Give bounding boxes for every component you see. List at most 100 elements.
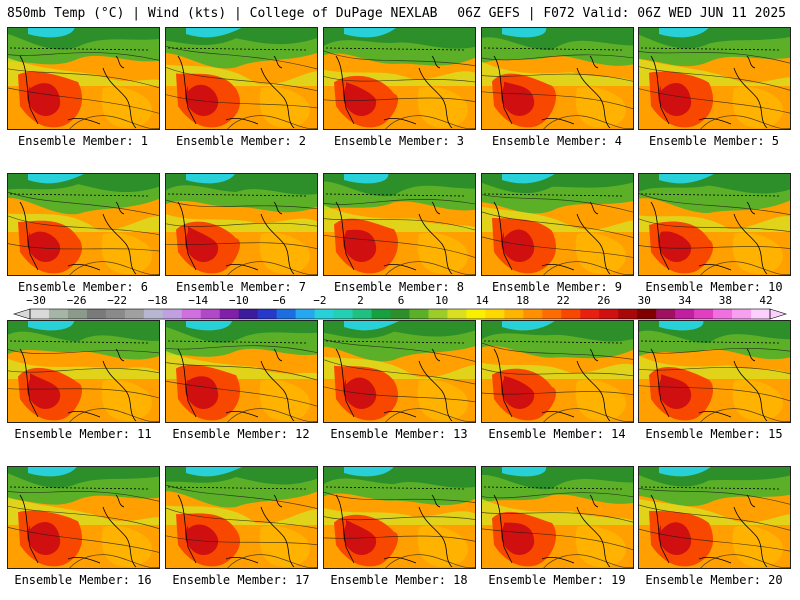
ensemble-member-label: Ensemble Member: 1 — [17, 134, 149, 148]
colorbar-segment — [523, 309, 543, 319]
ensemble-member-map — [165, 320, 318, 423]
ensemble-member-map — [481, 173, 634, 276]
ensemble-member-map — [165, 466, 318, 569]
ensemble-member-label: Ensemble Member: 16 — [14, 573, 152, 587]
ensemble-member-label: Ensemble Member: 9 — [491, 280, 623, 294]
colorbar-segment — [751, 309, 771, 319]
colorbar-segment — [314, 309, 335, 319]
ensemble-member-map — [323, 466, 476, 569]
colorbar-segment — [542, 309, 562, 319]
colorbar-tick-label: 14 — [475, 294, 489, 307]
colorbar-tick-label: −6 — [272, 294, 286, 307]
colorbar-tick-label: 2 — [357, 294, 364, 307]
ensemble-member-label: Ensemble Member: 20 — [645, 573, 783, 587]
colorbar-segment — [200, 309, 221, 319]
ensemble-member-label: Ensemble Member: 19 — [488, 573, 626, 587]
colorbar-segment — [143, 309, 164, 319]
colorbar-tick-label: 18 — [516, 294, 530, 307]
ensemble-member-label: Ensemble Member: 3 — [333, 134, 465, 148]
colorbar-outline — [29, 308, 771, 320]
colorbar-segment — [428, 309, 448, 319]
colorbar-segment — [48, 309, 69, 319]
colorbar-segment — [409, 309, 429, 319]
colorbar-tick-label: −22 — [107, 294, 128, 307]
ensemble-member-map — [323, 320, 476, 423]
ensemble-member-label: Ensemble Member: 18 — [330, 573, 468, 587]
colorbar-segment — [333, 309, 354, 319]
colorbar-segment — [105, 309, 126, 319]
colorbar-segment — [580, 309, 600, 319]
colorbar-segment — [219, 309, 240, 319]
ensemble-member-map — [638, 320, 791, 423]
ensemble-member-label: Ensemble Member: 7 — [175, 280, 307, 294]
ensemble-member-map — [638, 173, 791, 276]
colorbar-tick-label: 38 — [718, 294, 733, 307]
colorbar-segment — [675, 309, 695, 319]
ensemble-member-label: Ensemble Member: 11 — [14, 427, 152, 441]
colorbar-segment — [485, 309, 505, 319]
colorbar-segment — [352, 309, 373, 319]
colorbar-segment — [30, 309, 50, 319]
colorbar-tick-label: −2 — [313, 294, 327, 307]
colorbar-max-arrow — [769, 308, 788, 320]
colorbar-segment — [447, 309, 467, 319]
ensemble-member-label: Ensemble Member: 5 — [648, 134, 780, 148]
ensemble-member-map — [638, 466, 791, 569]
colorbar-segment — [257, 309, 278, 319]
ensemble-member-label: Ensemble Member: 13 — [330, 427, 468, 441]
colorbar-segment — [162, 309, 183, 319]
colorbar-tick-label: −30 — [26, 294, 46, 307]
colorbar-tick-label: 30 — [637, 294, 651, 307]
colorbar-segment — [181, 309, 202, 319]
colorbar-segment — [656, 309, 676, 319]
colorbar-tick-label: 10 — [434, 294, 449, 307]
colorbar-segment — [86, 309, 107, 319]
ensemble-member-map — [323, 173, 476, 276]
ensemble-member-map — [7, 320, 160, 423]
ensemble-member-label: Ensemble Member: 8 — [333, 280, 465, 294]
colorbar-segment — [371, 309, 392, 319]
colorbar-segment — [124, 309, 145, 319]
colorbar-segment — [637, 309, 657, 319]
colorbar-tick-labels: −30 −26 −22 −18 −14 −10 −6 −2 2 6 10 14 18 22 26 30 34 38… — [0, 294, 800, 308]
colorbar-tick-label: 6 — [397, 294, 405, 307]
colorbar-segment — [504, 309, 524, 319]
colorbar-segment — [732, 309, 752, 319]
temperature-colorbar — [12, 308, 788, 320]
colorbar-segment — [466, 309, 486, 319]
colorbar-segment — [599, 309, 619, 319]
colorbar-tick-label: 42 — [759, 294, 773, 307]
header-right: 06Z GEFS | F072 Valid: 06Z WED JUN 11 20… — [457, 6, 786, 21]
colorbar-tick-label: 26 — [597, 294, 611, 307]
colorbar-segment — [694, 309, 714, 319]
colorbar-segment — [238, 309, 259, 319]
ensemble-member-map — [323, 27, 476, 130]
ensemble-member-map — [7, 173, 160, 276]
ensemble-member-map — [638, 27, 791, 130]
ensemble-member-label: Ensemble Member: 12 — [172, 427, 310, 441]
ensemble-member-map — [481, 27, 634, 130]
ensemble-member-map — [165, 27, 318, 130]
ensemble-member-map — [481, 320, 634, 423]
colorbar-segment — [390, 309, 410, 319]
colorbar-tick-label: −14 — [188, 294, 209, 307]
ensemble-member-label: Ensemble Member: 14 — [488, 427, 626, 441]
colorbar-segment — [295, 309, 316, 319]
ensemble-member-label: Ensemble Member: 15 — [645, 427, 783, 441]
colorbar-tick-label: −18 — [147, 294, 168, 307]
colorbar-tick-label: 22 — [556, 294, 570, 307]
header-left: 850mb Temp (°C) | Wind (kts) | College o… — [7, 6, 438, 21]
colorbar-tick-label: −10 — [228, 294, 249, 307]
colorbar-tick-label: 34 — [678, 294, 692, 307]
colorbar-min-arrow — [12, 308, 31, 320]
ensemble-member-label: Ensemble Member: 2 — [175, 134, 307, 148]
ensemble-member-map — [481, 466, 634, 569]
ensemble-member-map — [7, 466, 160, 569]
ensemble-member-label: Ensemble Member: 10 — [645, 280, 783, 294]
colorbar-segment — [618, 309, 638, 319]
colorbar-tick-label: −26 — [66, 294, 87, 307]
ensemble-member-label: Ensemble Member: 6 — [17, 280, 149, 294]
ensemble-member-map — [165, 173, 318, 276]
colorbar-segment — [561, 309, 581, 319]
ensemble-member-label: Ensemble Member: 17 — [172, 573, 310, 587]
